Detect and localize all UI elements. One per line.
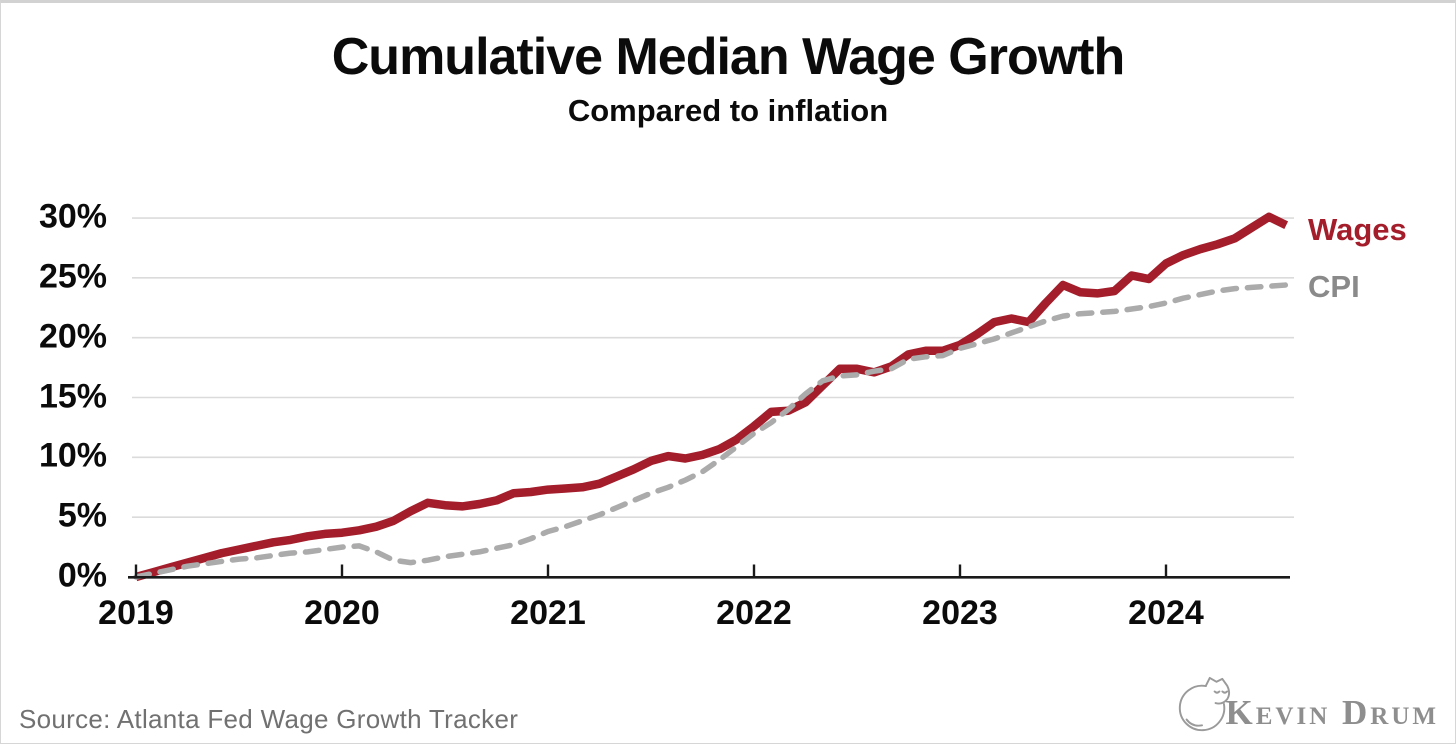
kevin-drum-logo: Kevin Drum [1174, 676, 1439, 732]
y-tick-label: 10% [38, 437, 107, 476]
cat-icon [1178, 676, 1230, 732]
chart-subtitle: Compared to inflation [567, 93, 889, 128]
y-tick-label: 20% [38, 317, 107, 356]
x-tick-label: 2020 [304, 594, 380, 632]
cpi-line [133, 282, 1289, 580]
y-tick-label: 5% [57, 496, 107, 535]
cpi-series-label: CPI [1308, 269, 1360, 304]
y-tick-label: 15% [38, 377, 107, 416]
x-tick-label: 2023 [922, 594, 998, 632]
chart-title: Cumulative Median Wage Growth [331, 28, 1126, 86]
y-tick-label: 25% [38, 257, 107, 296]
y-tick-label: 0% [57, 556, 107, 595]
x-tick-label: 2024 [1128, 594, 1204, 632]
x-tick-label: 2019 [98, 594, 174, 632]
x-tick-label: 2022 [716, 594, 792, 632]
source-note: Source: Atlanta Fed Wage Growth Tracker [19, 704, 519, 734]
kevin-drum-wordmark: Kevin Drum [1225, 693, 1439, 732]
wages-series-label: Wages [1308, 212, 1407, 247]
wage-cpi-line-chart [128, 212, 1294, 582]
wages-line [134, 212, 1289, 582]
x-tick-label: 2021 [510, 594, 586, 632]
y-tick-label: 30% [38, 197, 107, 236]
